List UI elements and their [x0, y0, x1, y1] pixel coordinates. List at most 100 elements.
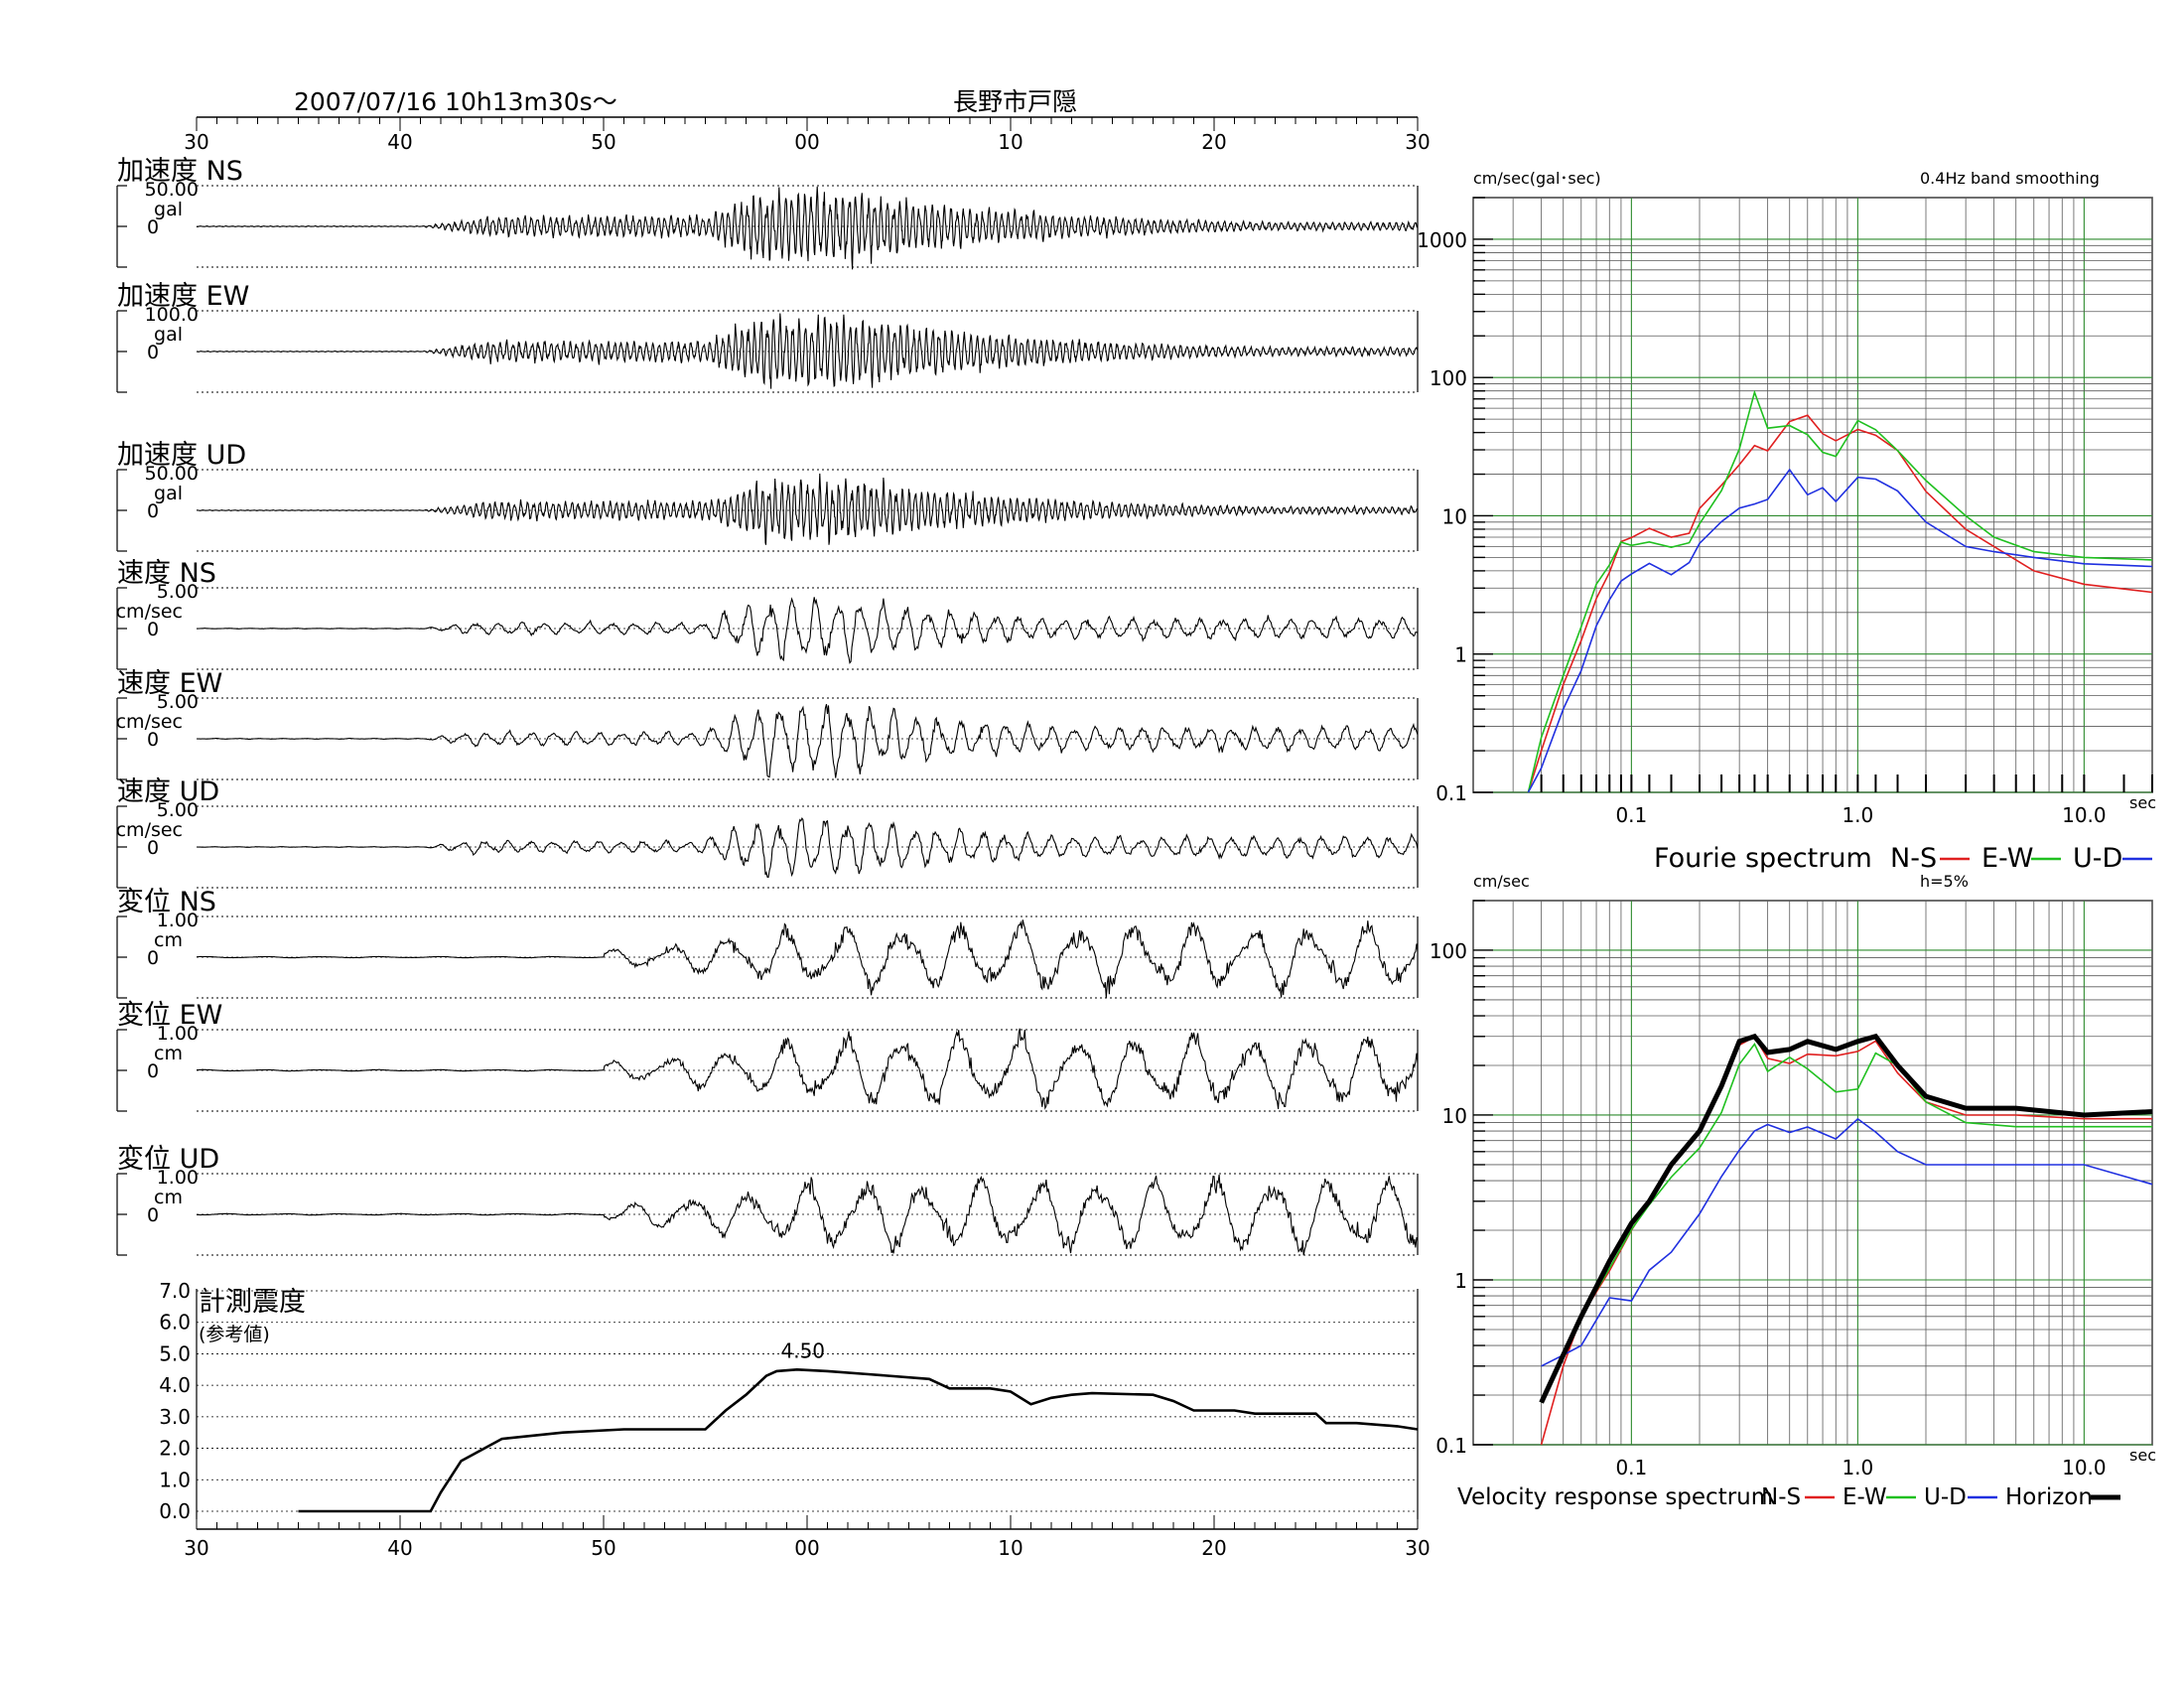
top-axis-tick-label: 30: [1405, 130, 1430, 154]
intensity-y-tick-label: 6.0: [159, 1311, 191, 1335]
waveform-trace: [197, 919, 1419, 998]
intensity-peak-label: 4.50: [780, 1338, 825, 1362]
intensity-y-tick-label: 5.0: [159, 1341, 191, 1365]
panel-zero-label: 0: [147, 342, 159, 363]
waveform-trace: [197, 1028, 1419, 1110]
intensity-y-tick-label: 0.0: [159, 1499, 191, 1523]
spectrum-series-line: [1527, 414, 2153, 793]
spectrum-series-line: [1527, 468, 2153, 793]
panel-scale-value: 100.0: [145, 304, 199, 326]
spectrum-x-tick-label: 10.0: [2062, 803, 2107, 827]
spectrum-y-tick-label: 1000: [1417, 228, 1467, 252]
spectrum-y-tick-label: 0.1: [1435, 1434, 1467, 1458]
panel-scale-unit: cm: [154, 1043, 183, 1064]
waveform-trace: [196, 816, 1419, 879]
panel-zero-label: 0: [147, 619, 159, 640]
panel-title: 速度 EW: [117, 668, 222, 699]
top-axis-tick-label: 00: [794, 130, 819, 154]
panel-scale-value: 50.00: [145, 179, 199, 201]
spectrum-y-unit: cm/sec: [1473, 872, 1530, 891]
intensity-line: [298, 1367, 1419, 1513]
panel-zero-label: 0: [147, 216, 159, 238]
spectrum-y-tick-label: 0.1: [1435, 781, 1467, 805]
legend-title: Fourie spectrum: [1654, 843, 1872, 874]
waveform-trace: [196, 186, 1419, 270]
top-axis-tick-label: 40: [387, 130, 412, 154]
intensity-subtitle: (参考値): [199, 1324, 270, 1345]
spectrum-y-tick-label: 100: [1430, 939, 1467, 963]
top-axis-tick-label: 10: [998, 130, 1023, 154]
intensity-y-tick-label: 4.0: [159, 1373, 191, 1397]
bottom-axis-tick-label: 30: [184, 1536, 208, 1560]
spectrum-x-unit: sec: [2129, 793, 2156, 812]
fourier-legend: Fourie spectrum N-S E-W U-D: [1654, 843, 2152, 874]
bottom-axis-tick-label: 20: [1201, 1536, 1226, 1560]
panel-scale-unit: gal: [154, 199, 183, 220]
spectrum-frame: [1472, 197, 2153, 793]
panel-scale-value: 1.00: [157, 1023, 199, 1045]
legend-label: N-S: [1890, 843, 1937, 874]
spectrum-y-unit: cm/sec(gal･sec): [1473, 169, 1601, 188]
panel-scale-unit: gal: [154, 483, 183, 504]
header-datetime: 2007/07/16 10h13m30s〜: [294, 87, 617, 116]
intensity-y-tick-label: 1.0: [159, 1468, 191, 1491]
panel-title: 加速度 NS: [117, 156, 243, 187]
panel-zero-label: 0: [147, 947, 159, 969]
intensity-y-tick-label: 7.0: [159, 1279, 191, 1303]
legend-label: U-D: [2073, 843, 2122, 874]
legend-label: Horizon: [2005, 1484, 2093, 1510]
legend-title: Velocity response spectrum: [1457, 1484, 1773, 1510]
spectrum-series-line: [1541, 1117, 2153, 1367]
spectrum-frame: [1472, 900, 2153, 1446]
legend-label: E-W: [1981, 843, 2033, 874]
panel-zero-label: 0: [147, 1204, 159, 1226]
bottom-axis-tick-label: 00: [794, 1536, 819, 1560]
panel-title: 速度 NS: [117, 558, 216, 589]
bottom-axis-tick-label: 40: [387, 1536, 412, 1560]
panel-title: 変位 NS: [117, 887, 216, 917]
panel-zero-label: 0: [147, 1060, 159, 1082]
spectrum-y-tick-label: 1: [1454, 1269, 1467, 1293]
spectrum-x-tick-label: 0.1: [1615, 1456, 1647, 1479]
spectrum-series-line: [1540, 1036, 2152, 1446]
top-axis-tick-label: 20: [1201, 130, 1226, 154]
waveform-trace: [196, 597, 1419, 664]
panel-scale-unit: gal: [154, 324, 183, 346]
panel-scale-value: 1.00: [157, 910, 199, 931]
intensity-y-tick-label: 3.0: [159, 1405, 191, 1429]
spectrum-x-tick-label: 1.0: [1842, 1456, 1873, 1479]
panel-title: 変位 UD: [117, 1144, 219, 1175]
spectrum-x-tick-label: 10.0: [2062, 1456, 2107, 1479]
panel-zero-label: 0: [147, 500, 159, 522]
panel-scale-unit: cm/sec: [116, 819, 183, 841]
bottom-axis-tick-label: 10: [998, 1536, 1023, 1560]
waveform-trace: [197, 473, 1418, 545]
bottom-axis-tick-label: 50: [591, 1536, 615, 1560]
velocity-response-chart: 100 10 1 0.1 0.1 1.0 10.0 sec cm/sec h=5% Velocity…: [1430, 872, 2156, 1510]
panel-zero-label: 0: [147, 837, 159, 859]
waveform-trace: [196, 704, 1419, 778]
panel-scale-value: 1.00: [157, 1167, 199, 1189]
spectrum-y-tick-label: 10: [1442, 504, 1467, 528]
panel-scale-unit: cm/sec: [116, 711, 183, 733]
legend-label: U-D: [1924, 1484, 1967, 1510]
panel-title: 加速度 UD: [117, 440, 246, 471]
fourier-spectrum-chart: 1000 100 10 1 0.1 0.1 1.0 10.0 sec cm/sec(gal･sec…: [1417, 169, 2156, 874]
panel-scale-value: 5.00: [157, 799, 199, 821]
spectrum-y-tick-label: 1: [1454, 643, 1467, 667]
panel-title: 変位 EW: [117, 1000, 222, 1031]
spectrum-series-line: [1540, 1042, 2152, 1403]
bottom-axis-tick-label: 30: [1405, 1536, 1430, 1560]
intensity-y-tick-label: 2.0: [159, 1437, 191, 1461]
panel-scale-value: 5.00: [157, 581, 199, 603]
